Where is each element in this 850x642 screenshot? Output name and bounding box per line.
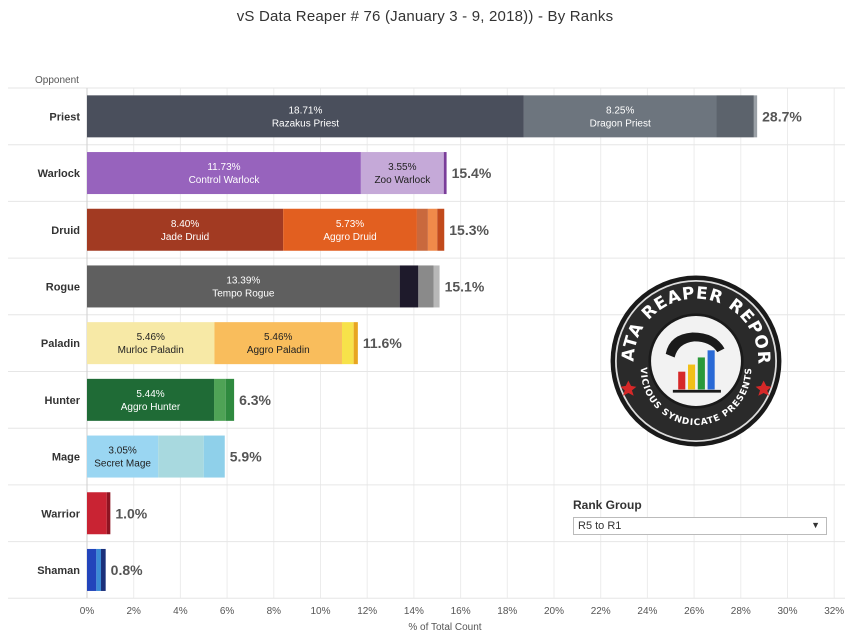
bar-segment	[87, 435, 159, 478]
row-total-label: 15.4%	[452, 165, 492, 181]
bar-segment	[214, 322, 342, 365]
bar-segment	[203, 435, 225, 478]
bar-segment	[283, 208, 417, 251]
x-tick-label: 10%	[310, 606, 330, 617]
rank-group-label: Rank Group	[573, 498, 642, 512]
x-tick-label: 6%	[220, 606, 235, 617]
bar-segment	[87, 492, 107, 535]
segment-pct-label: 13.39%	[226, 275, 260, 286]
row-total-label: 6.3%	[239, 392, 271, 408]
row-label-warlock: Warlock	[38, 168, 81, 180]
row-label-hunter: Hunter	[45, 395, 81, 407]
segment-name-label: Jade Druid	[161, 232, 209, 243]
segment-pct-label: 8.40%	[171, 219, 199, 230]
bar-segment	[106, 492, 111, 535]
bar-segment	[87, 378, 215, 421]
row-label-warrior: Warrior	[41, 508, 80, 520]
x-tick-label: 24%	[637, 606, 657, 617]
bar-segment	[225, 378, 235, 421]
dropdown-arrow-icon: ▼	[811, 520, 820, 530]
row-total-label: 0.8%	[111, 562, 143, 578]
bar-segment	[716, 95, 754, 138]
bar-segment	[427, 208, 438, 251]
bar-segment	[87, 95, 524, 138]
row-total-label: 1.0%	[115, 505, 147, 521]
x-tick-label: 12%	[357, 606, 377, 617]
x-tick-label: 32%	[824, 606, 844, 617]
bar-segment	[87, 265, 400, 308]
segment-pct-label: 11.73%	[207, 162, 240, 173]
x-axis-title: % of Total Count	[408, 622, 482, 633]
chart-title: vS Data Reaper # 76 (January 3 - 9, 2018…	[236, 8, 614, 25]
row-total-label: 5.9%	[230, 449, 262, 465]
segment-name-label: Control Warlock	[189, 175, 261, 186]
row-label-druid: Druid	[51, 225, 80, 237]
segment-pct-label: 5.46%	[264, 332, 292, 343]
row-label-rogue: Rogue	[46, 281, 80, 293]
rank-group-dropdown[interactable]: R5 to R1 ▼	[573, 517, 827, 535]
row-total-label: 15.3%	[449, 222, 489, 238]
bar-segment	[214, 378, 226, 421]
bar-segment	[341, 322, 354, 365]
x-tick-label: 4%	[173, 606, 188, 617]
row-total-label: 11.6%	[363, 335, 402, 351]
x-tick-label: 14%	[404, 606, 424, 617]
segment-name-label: Secret Mage	[94, 459, 151, 470]
segment-name-label: Dragon Priest	[590, 118, 651, 129]
row-total-label: 28.7%	[762, 108, 802, 124]
segment-name-label: Aggro Druid	[323, 232, 376, 243]
segment-name-label: Zoo Warlock	[374, 175, 431, 186]
segment-pct-label: 8.25%	[606, 105, 634, 116]
bar-segment	[399, 265, 419, 308]
segment-pct-label: 3.05%	[108, 446, 136, 457]
x-tick-label: 16%	[451, 606, 471, 617]
bar-segment	[443, 152, 447, 195]
bar-segment	[753, 95, 758, 138]
row-header-opponent: Opponent	[35, 75, 79, 86]
bar-segment	[87, 152, 361, 195]
bar-segment	[101, 548, 106, 591]
x-tick-label: 20%	[544, 606, 564, 617]
x-tick-label: 30%	[777, 606, 797, 617]
bar-segment	[433, 265, 440, 308]
bar-segment	[416, 208, 428, 251]
x-tick-label: 8%	[267, 606, 282, 617]
bar-segment	[523, 95, 717, 138]
segment-pct-label: 5.44%	[136, 389, 164, 400]
x-tick-label: 26%	[684, 606, 704, 617]
bar-segment	[87, 548, 97, 591]
bar-segment	[437, 208, 445, 251]
segment-name-label: Murloc Paladin	[118, 345, 184, 356]
segment-name-label: Razakus Priest	[272, 118, 339, 129]
x-tick-label: 28%	[731, 606, 751, 617]
x-tick-label: 18%	[497, 606, 517, 617]
segment-pct-label: 5.73%	[336, 219, 364, 230]
rank-group-selected-value: R5 to R1	[578, 520, 622, 532]
bar-segment	[353, 322, 358, 365]
data-reaper-report-logo: DATA REAPER REPORT VICIOUS SYNDICATE PRE…	[607, 272, 782, 447]
segment-name-label: Aggro Paladin	[247, 345, 310, 356]
row-label-priest: Priest	[49, 111, 80, 123]
segment-pct-label: 3.55%	[388, 162, 416, 173]
x-tick-label: 2%	[126, 606, 141, 617]
row-label-paladin: Paladin	[41, 338, 80, 350]
bar-segment	[418, 265, 434, 308]
segment-name-label: Tempo Rogue	[212, 288, 275, 299]
bar-segment	[96, 548, 102, 591]
bar-segment	[87, 208, 284, 251]
bar-segment	[360, 152, 444, 195]
segment-pct-label: 5.46%	[137, 332, 165, 343]
bar-segment	[87, 322, 215, 365]
row-label-mage: Mage	[52, 452, 80, 464]
segment-name-label: Aggro Hunter	[121, 402, 181, 413]
x-tick-label: 22%	[591, 606, 611, 617]
x-tick-label: 0%	[80, 606, 95, 617]
row-label-shaman: Shaman	[37, 565, 80, 577]
row-total-label: 15.1%	[445, 278, 485, 294]
segment-pct-label: 18.71%	[288, 105, 322, 116]
bar-segment	[158, 435, 204, 478]
